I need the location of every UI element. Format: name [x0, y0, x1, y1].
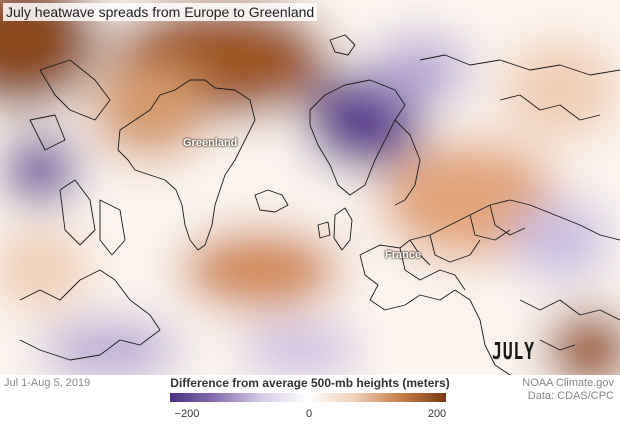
legend-tick-min: −200: [174, 408, 200, 420]
iceland-outline: [254, 189, 289, 213]
british-isles-outline: [317, 207, 353, 251]
legend-tick-mid: 0: [305, 408, 313, 420]
svalbard-outline: [329, 34, 356, 56]
europe-mainland-outline: [359, 199, 620, 375]
north-america-coast-outline: [19, 269, 161, 361]
label-france: France: [385, 249, 422, 261]
coastlines: [19, 34, 620, 375]
label-greenland: Greenland: [183, 137, 238, 149]
scandinavia-outline: [309, 79, 421, 206]
mediterranean-coast-outline: [519, 299, 620, 351]
greenland-outline: [117, 79, 256, 251]
color-scale-bar: [170, 393, 446, 402]
anomaly-map: [0, 0, 620, 375]
canadian-archipelago-outline: [29, 59, 126, 256]
legend-title: Difference from average 500-mb heights (…: [170, 376, 450, 390]
russia-coast-outline: [419, 54, 620, 121]
map-title: July heatwave spreads from Europe to Gre…: [3, 3, 318, 21]
anomaly-field: [0, 0, 620, 375]
credit-data: Data: CDAS/CPC: [527, 390, 614, 402]
europe-borders-outline: [399, 204, 526, 291]
credit: NOAA Climate.gov Data: CDAS/CPC: [522, 377, 614, 403]
legend-tick-max: 200: [427, 408, 447, 420]
credit-source: NOAA Climate.gov: [522, 377, 614, 389]
period-label: Jul 1-Aug 5, 2019: [4, 377, 91, 389]
month-label: JULY: [492, 339, 535, 365]
footer: Jul 1-Aug 5, 2019 Difference from averag…: [0, 375, 620, 425]
